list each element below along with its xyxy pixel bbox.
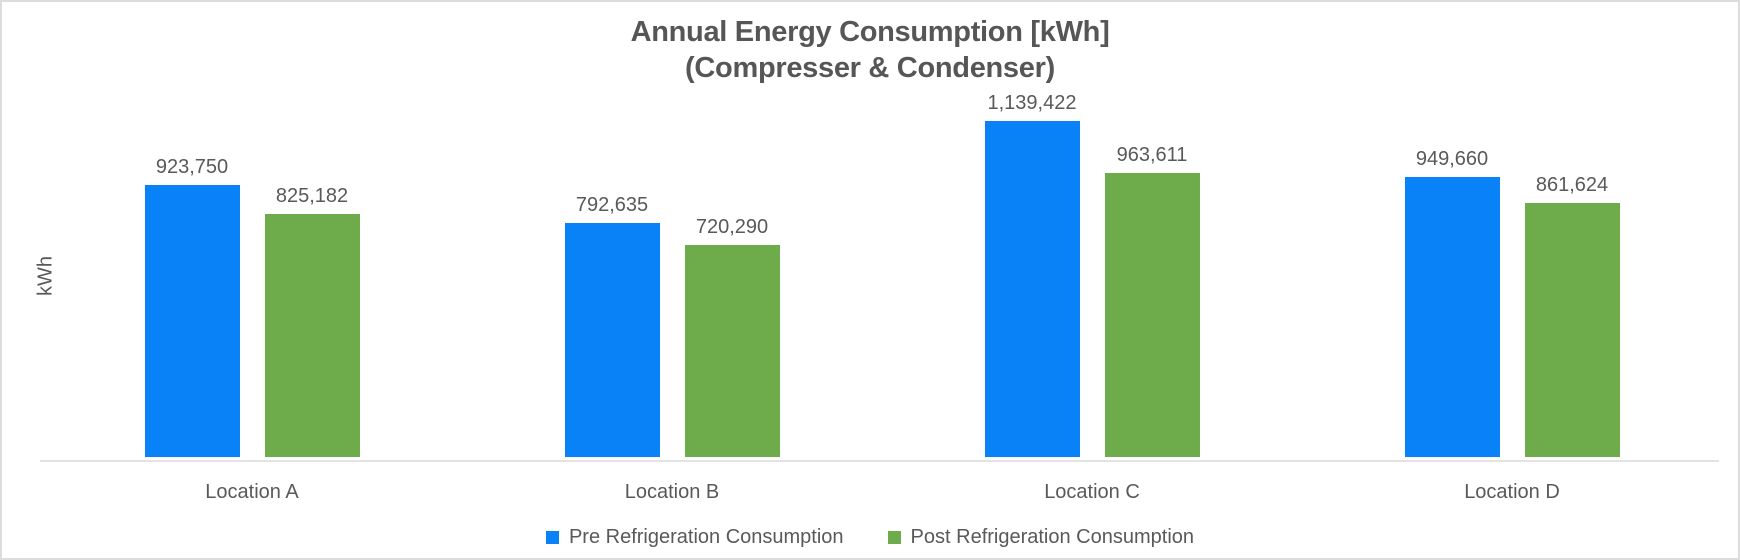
bar-value-label: 825,182	[275, 185, 349, 207]
bar-value-label: 720,290	[695, 216, 769, 238]
x-axis-category-label: Location A	[205, 481, 299, 503]
legend-item-post-refrigeration[interactable]: Post Refrigeration Consumption	[887, 526, 1195, 549]
bar-pre-refrigeration-location-c[interactable]	[984, 121, 1080, 457]
bar-value-label: 923,750	[155, 156, 229, 178]
legend-label-post: Post Refrigeration Consumption	[910, 526, 1195, 548]
x-axis-category-label: Location C	[1044, 481, 1140, 503]
bar-value-label: 1,139,422	[987, 92, 1077, 114]
bar-value-label: 792,635	[575, 194, 649, 216]
legend: Pre Refrigeration Consumption Post Refri…	[2, 526, 1738, 549]
x-axis-category-label: Location B	[624, 481, 720, 503]
chart-title: Annual Energy Consumption [kWh] (Compres…	[2, 14, 1738, 86]
bar-post-refrigeration-location-a[interactable]	[264, 214, 360, 457]
bar-pre-refrigeration-location-b[interactable]	[564, 223, 660, 457]
legend-swatch-post-icon	[887, 531, 901, 544]
chart-title-line1: Annual Energy Consumption [kWh]	[630, 16, 1110, 48]
bar-value-label: 963,611	[1116, 144, 1188, 166]
bar-post-refrigeration-location-d[interactable]	[1524, 203, 1620, 457]
legend-label-pre: Pre Refrigeration Consumption	[568, 526, 844, 548]
chart-title-line2: (Compresser & Condenser)	[685, 52, 1055, 84]
legend-item-pre-refrigeration[interactable]: Pre Refrigeration Consumption	[545, 526, 844, 549]
bar-pre-refrigeration-location-d[interactable]	[1404, 177, 1500, 457]
x-axis-category-label: Location D	[1464, 481, 1560, 503]
legend-swatch-pre-icon	[545, 531, 559, 544]
bar-value-label: 861,624	[1535, 174, 1609, 196]
bar-post-refrigeration-location-c[interactable]	[1104, 173, 1200, 457]
bar-post-refrigeration-location-b[interactable]	[684, 245, 780, 457]
bar-value-label: 949,660	[1415, 148, 1489, 170]
bar-pre-refrigeration-location-a[interactable]	[144, 185, 240, 457]
x-axis-line	[40, 460, 1719, 462]
